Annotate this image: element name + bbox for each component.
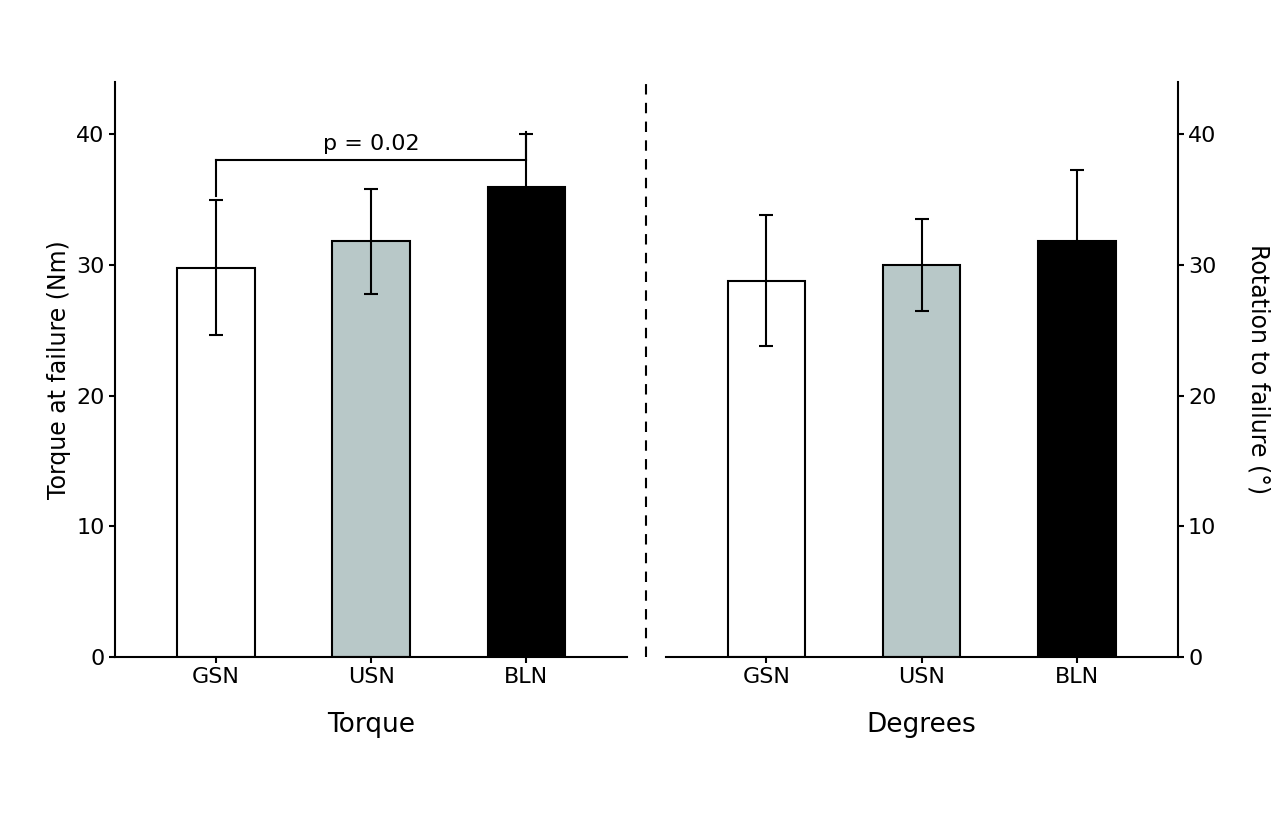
Text: p = 0.02: p = 0.02 — [323, 134, 420, 154]
Bar — [883, 265, 960, 657]
X-axis label: Torque: Torque — [328, 712, 415, 738]
Bar — [1038, 241, 1116, 657]
Bar — [727, 281, 805, 657]
Y-axis label: Torque at failure (Nm): Torque at failure (Nm) — [47, 240, 70, 499]
X-axis label: Degrees: Degrees — [867, 712, 977, 738]
Y-axis label: Rotation to failure (°): Rotation to failure (°) — [1247, 245, 1271, 494]
Bar — [177, 268, 255, 657]
Bar — [333, 241, 410, 657]
Bar — [488, 186, 566, 657]
